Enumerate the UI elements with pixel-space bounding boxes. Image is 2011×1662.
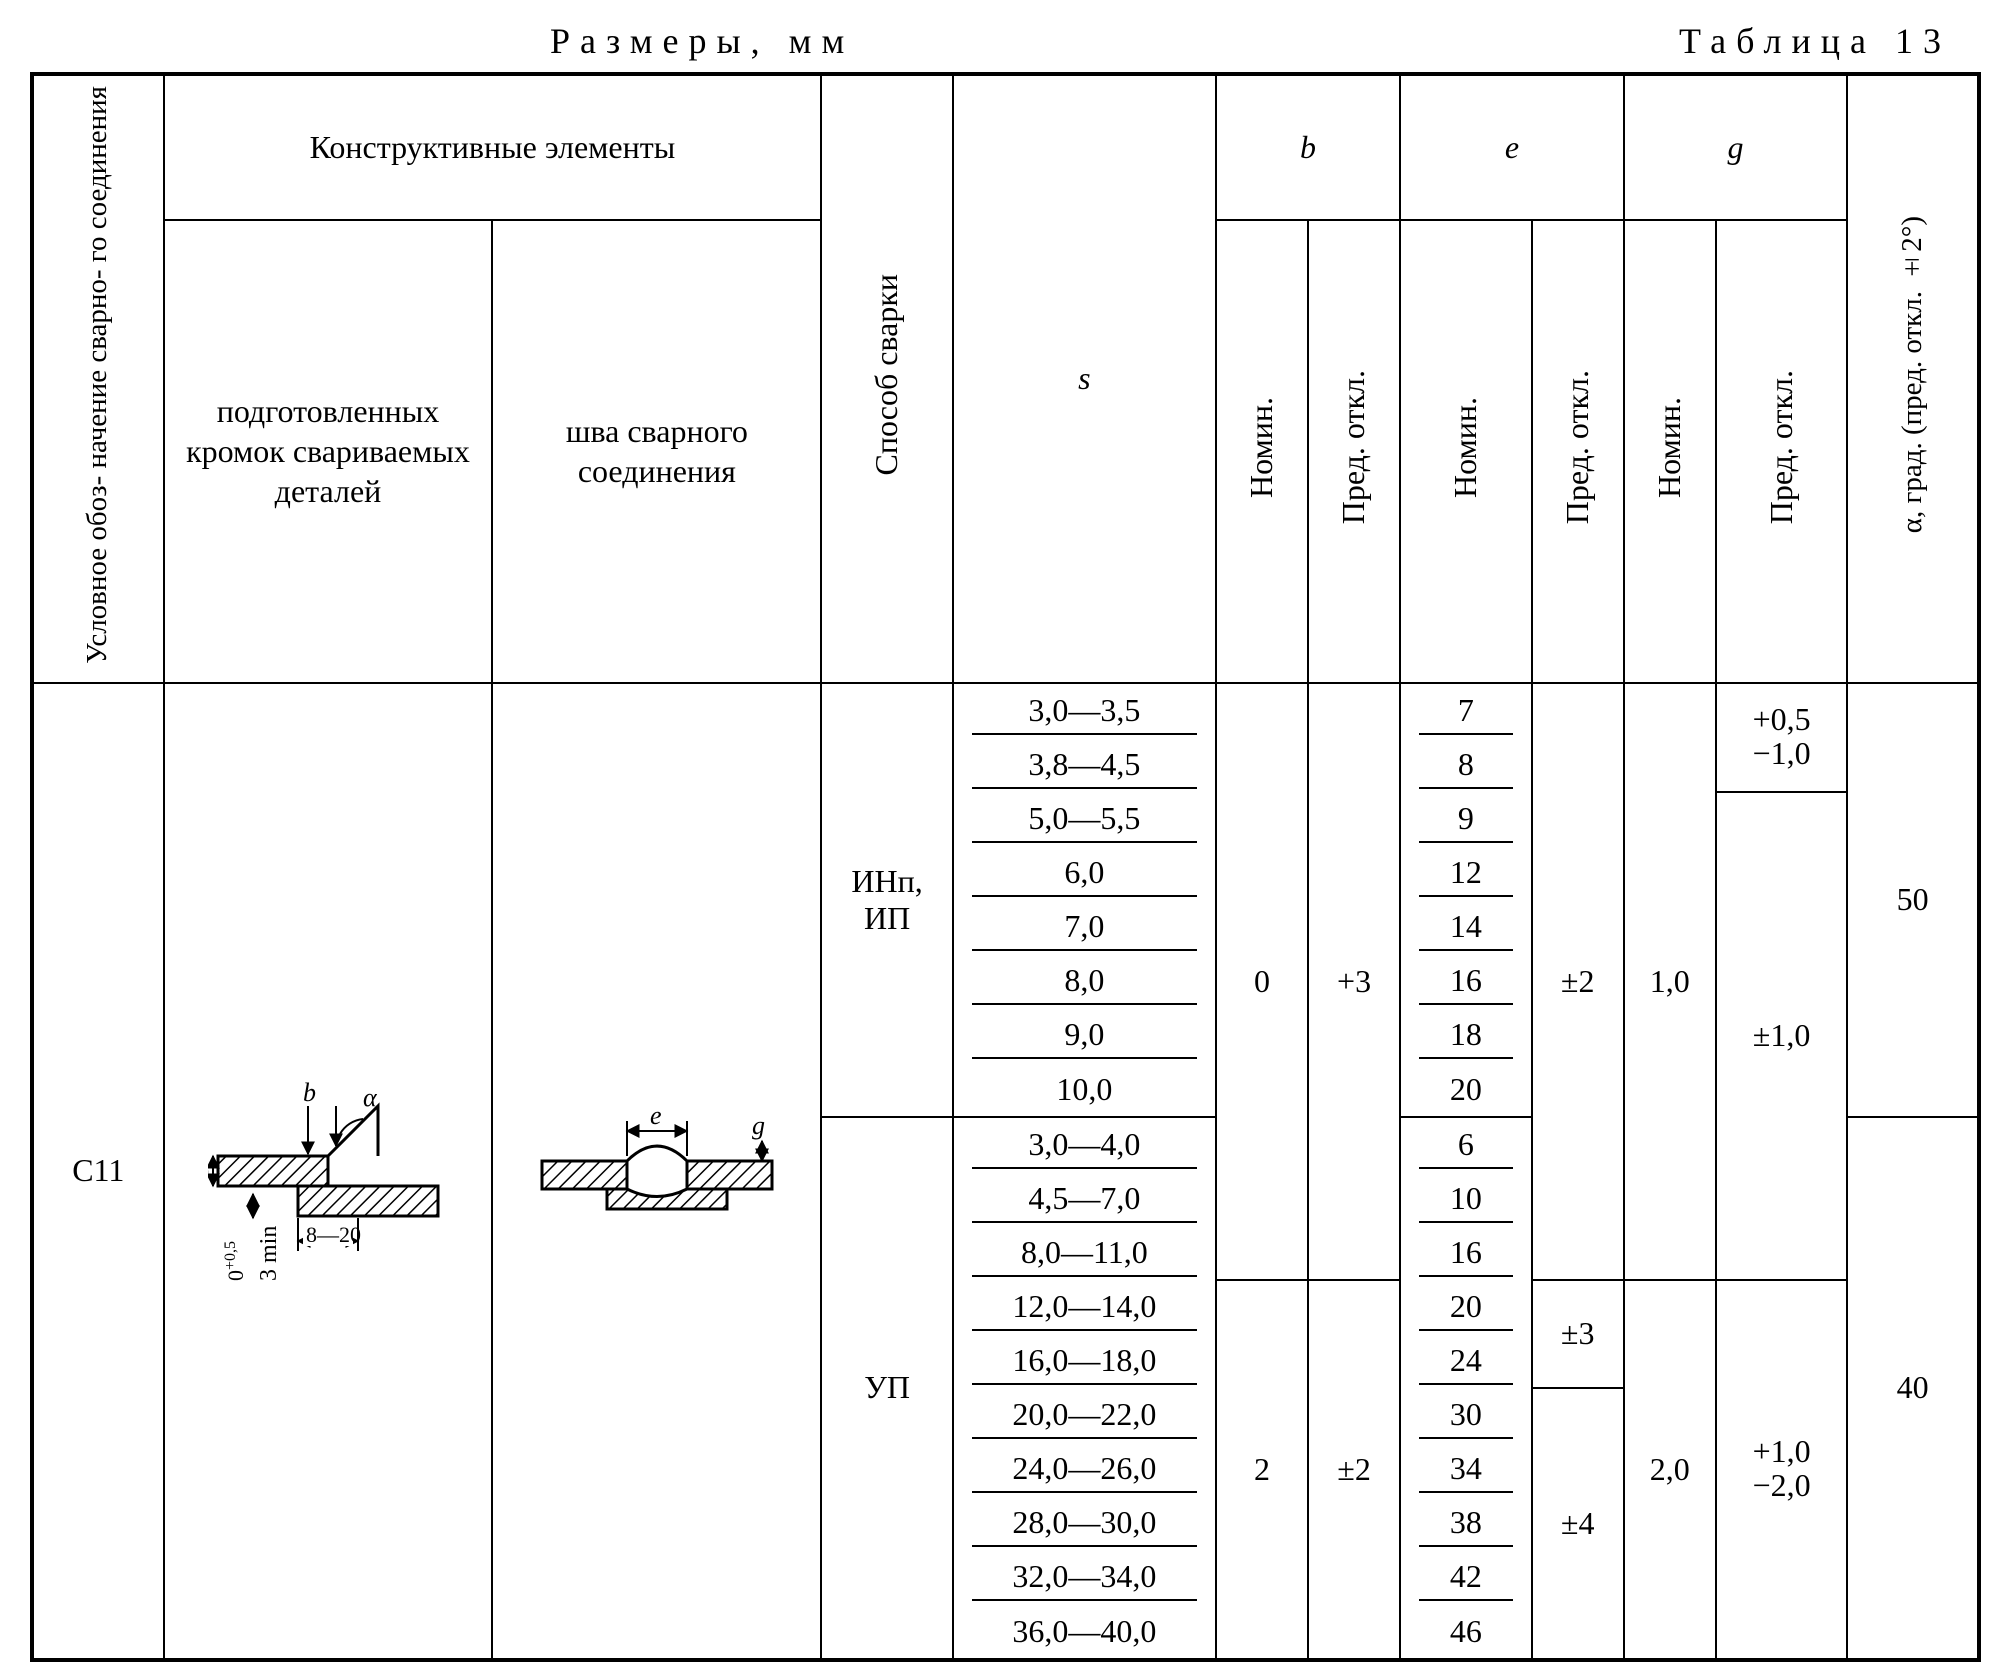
cell-e: 42 [1400,1550,1532,1604]
cell-s: 3,8—4,5 [953,738,1216,792]
cell-e: 16 [1400,1226,1532,1280]
lbl-b: b [303,1078,316,1107]
cell-b-nom-1: 0 [1216,683,1308,1280]
cell-e: 8 [1400,738,1532,792]
cell-e: 46 [1400,1604,1532,1660]
hdr-b: b [1216,74,1400,220]
cell-e-dev-3: ±4 [1532,1388,1624,1660]
cell-e: 14 [1400,900,1532,954]
title-table: Таблица 13 [1679,20,1951,62]
cell-g-nom-2: 2,0 [1624,1280,1716,1660]
cell-e-dev-2: ±3 [1532,1280,1624,1388]
hdr-g: g [1624,74,1848,220]
cell-e: 38 [1400,1496,1532,1550]
cell-method-1: ИНп, ИП [821,683,953,1117]
hdr-constr: Конструктивные элементы [164,74,822,220]
hdr-s: s [953,74,1216,683]
cell-e: 6 [1400,1117,1532,1172]
weld-table: Условное обоз- начение сварно- го соедин… [30,72,1981,1662]
cell-s: 8,0—11,0 [953,1226,1216,1280]
cell-e: 9 [1400,792,1532,846]
cell-s: 28,0—30,0 [953,1496,1216,1550]
cell-e: 7 [1400,683,1532,738]
cell-e: 12 [1400,846,1532,900]
hdr-b-nom: Номин. [1216,220,1308,683]
cell-method-2: УП [821,1117,953,1660]
cell-s: 3,0—3,5 [953,683,1216,738]
title-dimensions: Размеры, мм [550,20,854,62]
hdr-d2: шва сварного соединения [492,220,821,683]
cell-e: 20 [1400,1280,1532,1334]
hdr-d1: подготовленных кромок свариваемых детале… [164,220,493,683]
weld-seam-diagram: e g [537,1096,777,1246]
cell-s: 24,0—26,0 [953,1442,1216,1496]
cell-b-dev-1: +3 [1308,683,1400,1280]
cell-g-dev-3: +1,0 −2,0 [1716,1280,1848,1660]
cell-s: 20,0—22,0 [953,1388,1216,1442]
cell-e: 18 [1400,1008,1532,1062]
cell-e: 34 [1400,1442,1532,1496]
lbl-e: e [650,1101,662,1130]
cell-alpha-1: 50 [1847,683,1979,1117]
cell-s: 5,0—5,5 [953,792,1216,846]
cell-s: 32,0—34,0 [953,1550,1216,1604]
cell-s: 4,5—7,0 [953,1172,1216,1226]
lbl-alpha: α [363,1083,378,1112]
hdr-e-dev: Пред. откл. [1532,220,1624,683]
hdr-g-dev: Пред. откл. [1716,220,1848,683]
cell-e: 16 [1400,954,1532,1008]
hdr-g-nom: Номин. [1624,220,1716,683]
cell-s: 36,0—40,0 [953,1604,1216,1660]
lbl-s: s [208,1166,214,1176]
lbl-range: 8—20 [306,1222,361,1247]
hdr-method: Способ сварки [821,74,953,683]
cell-s: 3,0—4,0 [953,1117,1216,1172]
lbl-g: g [752,1111,765,1140]
cell-s: 16,0—18,0 [953,1334,1216,1388]
cell-e: 10 [1400,1172,1532,1226]
cell-s: 6,0 [953,846,1216,900]
cell-s: 12,0—14,0 [953,1280,1216,1334]
cell-g-nom-1: 1,0 [1624,683,1716,1280]
hdr-code: Условное обоз- начение сварно- го соедин… [32,74,164,683]
cell-s: 10,0 [953,1062,1216,1117]
cell-g-dev-1: +0,5 −1,0 [1716,683,1848,792]
cell-e: 24 [1400,1334,1532,1388]
cell-diagram-2: e g [492,683,821,1660]
cell-s: 9,0 [953,1008,1216,1062]
hdr-alpha: α, град. (пред. откл. ±2°) [1847,74,1979,683]
lbl-3min: 3 min [256,1225,282,1280]
cell-e-dev-1: ±2 [1532,683,1624,1280]
edge-prep-diagram: α b s 0+0,5 3 min 8—20 [208,1046,448,1296]
cell-s: 8,0 [953,954,1216,1008]
cell-diagram-1: α b s 0+0,5 3 min 8—20 [164,683,493,1660]
lbl-zero-tol: 0+0,5 [222,1241,248,1281]
cell-alpha-2: 40 [1847,1117,1979,1660]
cell-s: 7,0 [953,900,1216,954]
cell-b-nom-2: 2 [1216,1280,1308,1660]
hdr-e-nom: Номин. [1400,220,1532,683]
cell-e: 30 [1400,1388,1532,1442]
hdr-e: e [1400,74,1624,220]
hdr-b-dev: Пред. откл. [1308,220,1400,683]
cell-e: 20 [1400,1062,1532,1117]
cell-g-dev-2: ±1,0 [1716,792,1848,1280]
cell-b-dev-2: ±2 [1308,1280,1400,1660]
cell-code: С11 [32,683,164,1660]
